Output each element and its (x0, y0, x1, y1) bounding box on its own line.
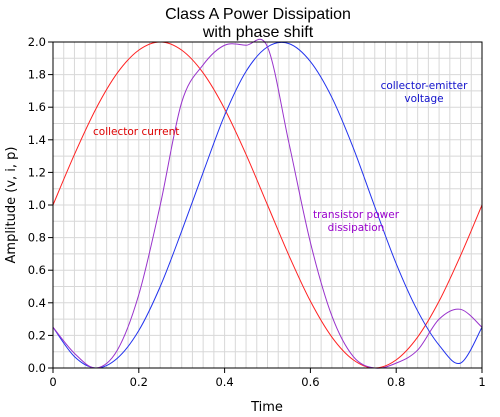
axis-ticks: 0 0.2 0.4 0.6 0.8 1 0.0 0.2 0.4 0.6 0.8 1.0 1.2 1.4 1.… (28, 35, 486, 389)
annotation-voltage: voltage (404, 93, 443, 105)
annotation-dissipation: dissipation (328, 222, 385, 234)
y-tick-label: 0.0 (28, 361, 46, 375)
y-tick-label: 1.6 (28, 100, 46, 114)
y-tick-label: 0.4 (28, 296, 46, 310)
y-tick-label: 1.0 (28, 198, 46, 212)
annotation-collector-current: collector current (93, 126, 179, 138)
chart-title-line-1: Class A Power Dissipation (165, 6, 351, 23)
y-axis-title: Amplitude (v, i, p) (4, 147, 19, 264)
x-tick-label: 0.2 (130, 375, 148, 389)
series-line-transistor-power-dissipation (52, 38, 483, 369)
x-tick-label: 0.8 (387, 375, 405, 389)
chart-title-line-2: with phase shift (202, 24, 314, 41)
y-tick-label: 0.2 (28, 328, 46, 342)
x-axis-title: Time (250, 400, 283, 415)
y-tick-label: 1.2 (28, 165, 46, 179)
series-layer (52, 38, 483, 369)
annotation-transistor-power: transistor power (313, 209, 400, 221)
series-line-collector-current (52, 41, 483, 369)
y-tick-label: 0.8 (28, 231, 46, 245)
y-tick-label: 2.0 (28, 35, 46, 49)
x-tick-label: 0.4 (215, 375, 233, 389)
y-tick-label: 1.8 (28, 68, 46, 82)
x-tick-label: 0 (49, 375, 56, 389)
x-tick-label: 1 (478, 375, 485, 389)
x-tick-label: 0.6 (301, 375, 319, 389)
y-tick-label: 1.4 (28, 133, 46, 147)
grid (53, 42, 482, 368)
y-tick-label: 0.6 (28, 263, 46, 277)
annotation-collector-emitter: collector-emitter (381, 80, 469, 92)
